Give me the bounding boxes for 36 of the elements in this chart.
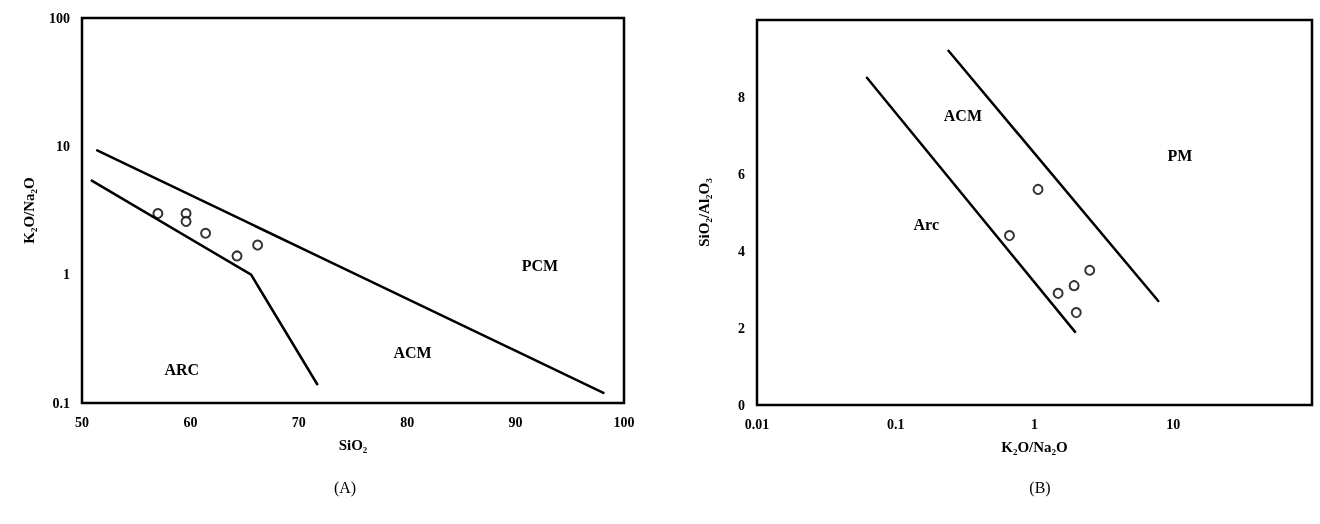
x-tick-label: 70 <box>291 414 306 430</box>
y-tick-label: 10 <box>56 138 70 154</box>
annotation: ARC <box>164 360 200 378</box>
y-tick-label: 2 <box>738 320 745 336</box>
x-tick-label: 1 <box>1031 416 1038 432</box>
text: (B) <box>1029 478 1051 497</box>
y-tick-label: 8 <box>738 89 745 105</box>
y-tick-label: 0 <box>738 397 745 413</box>
point <box>231 250 243 262</box>
y-axis-title: SiO₂/Al₂O₃ <box>695 177 712 247</box>
y-tick-label: 0.1 <box>52 395 70 411</box>
y-axis-title: K₂O/Na₂O <box>20 177 37 244</box>
y-tick-label: 4 <box>738 243 745 259</box>
point <box>152 207 164 219</box>
x-tick-label: 60 <box>183 414 198 430</box>
x-tick-label: 100 <box>613 414 635 430</box>
point <box>180 215 192 227</box>
annotation: ACM <box>393 343 432 361</box>
x-axis-title: K₂O/Na₂O <box>1001 438 1068 455</box>
y-tick-label: 1 <box>63 267 70 283</box>
x-tick-label: 90 <box>508 414 523 430</box>
annotation: PCM <box>521 256 559 274</box>
annotation: ACM <box>943 106 983 124</box>
point <box>200 227 212 239</box>
x-tick-label: 50 <box>75 414 89 430</box>
x-tick-label: 80 <box>400 414 415 430</box>
text: (A) <box>333 478 357 497</box>
annotation: Arc <box>913 216 940 234</box>
point <box>252 239 264 251</box>
y-tick-label: 6 <box>738 166 745 182</box>
annotation: PM <box>1167 147 1193 165</box>
x-tick-label: 0.1 <box>887 416 905 432</box>
x-tick-label: 10 <box>1166 416 1181 432</box>
x-axis-title: SiO₂ <box>338 436 368 453</box>
y-tick-label: 100 <box>49 10 70 26</box>
x-tick-label: 0.01 <box>744 416 770 432</box>
